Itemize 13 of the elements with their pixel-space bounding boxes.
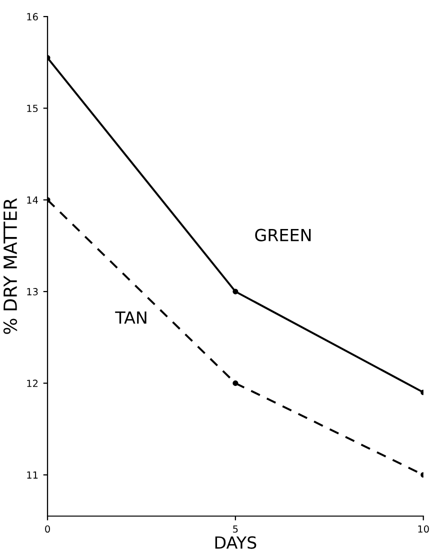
y-tick-label: 15: [27, 104, 38, 112]
x-tick-label: 5: [233, 525, 238, 533]
y-tick-label: 13: [27, 288, 38, 296]
x-axis-title: DAYS: [215, 536, 256, 549]
x-tick-label: 0: [45, 525, 50, 533]
y-tick-label: 11: [27, 471, 38, 479]
y-tick-label: 16: [27, 13, 38, 20]
series-label: TAN: [115, 311, 146, 324]
y-tick-label: 12: [27, 380, 38, 387]
y-tick-label: 14: [27, 196, 38, 204]
x-tick-label: 10: [418, 525, 429, 533]
y-axis-title: % DRY MATTER: [3, 198, 18, 334]
text: GREEN: [255, 228, 311, 242]
